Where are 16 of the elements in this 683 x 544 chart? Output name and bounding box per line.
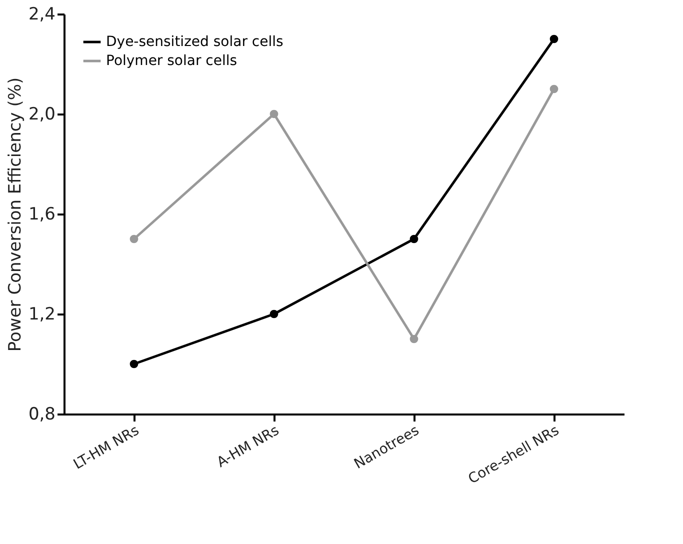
point xyxy=(270,110,278,118)
point xyxy=(130,234,138,244)
y-axis-title: Power Conversion Efficiency (%) xyxy=(5,77,26,352)
y-tick-label: 2,4 xyxy=(28,4,56,24)
point xyxy=(270,310,278,318)
legend-label: Dye-sensitized solar cells xyxy=(106,34,284,50)
y-tick-label: 1,2 xyxy=(28,304,56,324)
point xyxy=(550,34,558,44)
point xyxy=(410,334,418,344)
point xyxy=(410,234,418,244)
legend-label: Polymer solar cells xyxy=(106,53,238,69)
point xyxy=(130,360,138,368)
y-tick-label: 1,6 xyxy=(28,204,56,224)
y-tick-label: 2,0 xyxy=(28,104,56,124)
y-tick-label: 0,8 xyxy=(28,404,56,424)
point xyxy=(550,84,558,94)
